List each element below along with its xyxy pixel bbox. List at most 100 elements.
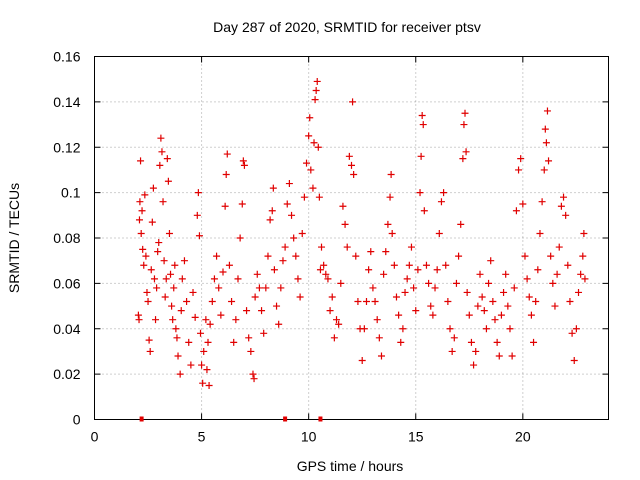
y-tick-label: 0.16 [53, 49, 80, 65]
data-point [157, 134, 165, 142]
data-point [425, 279, 433, 287]
data-point [251, 293, 259, 301]
data-point [138, 207, 146, 215]
data-point [564, 261, 572, 269]
y-tick-label: 0.1 [61, 185, 81, 201]
data-point [427, 302, 435, 310]
data-point [208, 298, 216, 306]
data-point [418, 111, 426, 119]
data-point [463, 288, 471, 296]
data-point [478, 293, 486, 301]
data-point [185, 338, 193, 346]
data-point [309, 184, 317, 192]
data-point [581, 275, 589, 283]
data-point [169, 316, 177, 324]
data-point [310, 139, 318, 147]
data-point [416, 189, 424, 197]
ticks [94, 56, 609, 420]
data-point [198, 361, 206, 369]
data-point [165, 229, 173, 237]
data-point [143, 288, 151, 296]
data-point [387, 170, 395, 178]
data-point [457, 220, 465, 228]
data-point [450, 334, 458, 342]
data-point [225, 261, 233, 269]
y-tick-label: 0.12 [53, 139, 80, 155]
data-point [500, 288, 508, 296]
data-point [135, 316, 143, 324]
data-point [570, 357, 578, 365]
data-point [330, 334, 338, 342]
chart-title: Day 287 of 2020, SRMTID for receiver pts… [213, 19, 481, 35]
data-point [350, 170, 358, 178]
data-point [442, 261, 450, 269]
data-point [171, 261, 179, 269]
data-point [521, 252, 529, 260]
data-point [264, 252, 272, 260]
data-point [465, 311, 473, 319]
data-point [173, 334, 181, 342]
data-point [149, 184, 157, 192]
data-point [305, 132, 313, 140]
data-point [164, 177, 172, 185]
data-point [448, 347, 456, 355]
data-point [139, 245, 147, 253]
data-point [502, 270, 510, 278]
data-point [547, 252, 555, 260]
data-point [510, 284, 518, 292]
data-point [320, 261, 328, 269]
data-point [168, 302, 176, 310]
data-point [258, 307, 266, 315]
data-point [314, 143, 322, 151]
data-point [194, 189, 202, 197]
data-point [253, 270, 261, 278]
grid [94, 56, 609, 420]
data-point [440, 189, 448, 197]
data-point [183, 298, 191, 306]
data-point [568, 329, 576, 337]
data-point [504, 302, 512, 310]
y-axis-label: SRMTID / TECUs [6, 183, 22, 293]
data-point [161, 293, 169, 301]
data-point [557, 202, 565, 210]
y-tick-label: 0.14 [53, 94, 80, 110]
data-point [517, 155, 525, 163]
data-point [542, 139, 550, 147]
data-point [541, 125, 549, 133]
data-point [141, 191, 149, 199]
data-point [470, 361, 478, 369]
data-point [399, 325, 407, 333]
data-point [345, 152, 353, 160]
data-point [377, 352, 385, 360]
data-point [189, 288, 197, 296]
data-point [407, 243, 415, 251]
data-point [167, 270, 175, 278]
data-point [290, 234, 298, 242]
data-point [210, 275, 218, 283]
data-point [352, 252, 360, 260]
data-point [525, 293, 533, 301]
data-point [281, 243, 289, 251]
data-point [506, 325, 514, 333]
data-point [292, 252, 300, 260]
data-point [455, 252, 463, 260]
data-point [144, 298, 152, 306]
data-point [294, 275, 302, 283]
data-point [472, 347, 480, 355]
data-point [200, 347, 208, 355]
data-point [384, 220, 392, 228]
y-tick-label: 0.04 [53, 321, 80, 337]
data-point [375, 334, 383, 342]
data-point [135, 216, 143, 224]
y-tick-labels: 0 0.02 0.04 0.06 0.08 0.1 0.12 0.14 0.16 [53, 49, 80, 428]
data-point [176, 370, 184, 378]
data-point [195, 232, 203, 240]
data-point [311, 96, 319, 104]
data-point [269, 184, 277, 192]
y-tick-label: 0.08 [53, 230, 80, 246]
data-point [523, 275, 531, 283]
data-point [405, 261, 413, 269]
data-point [285, 180, 293, 188]
data-point [414, 266, 422, 274]
baseline-marker [283, 416, 288, 422]
